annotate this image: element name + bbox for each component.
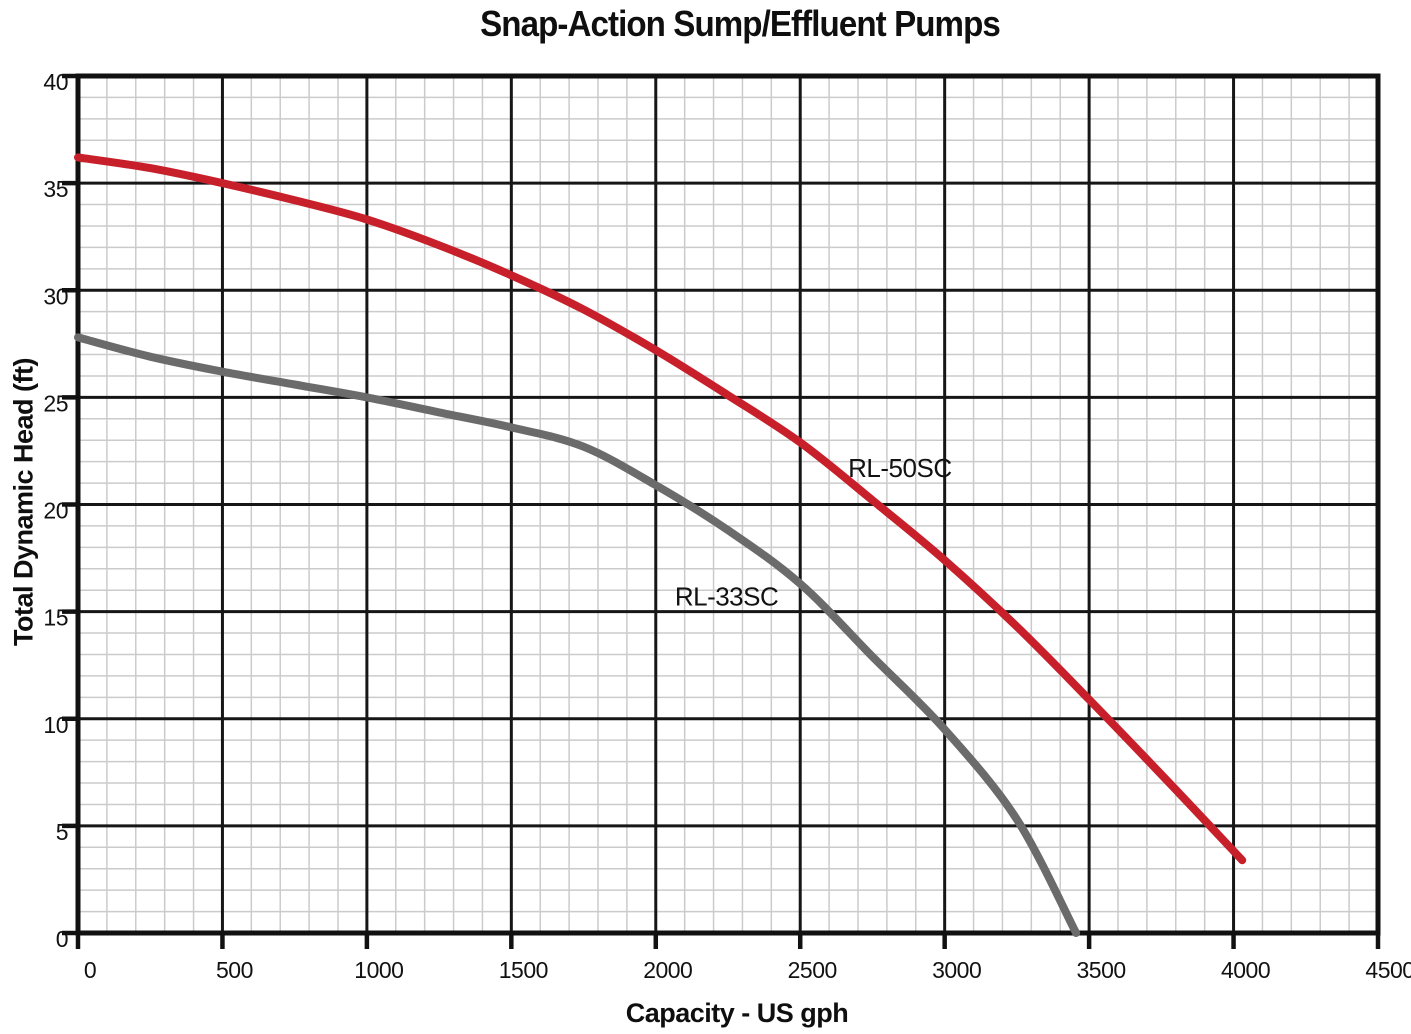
y-tick-label: 10 (43, 712, 68, 738)
series-curve-RL-33SC (74, 333, 1081, 937)
x-tick-label: 4500 (1365, 957, 1411, 983)
series-curve-RL-50SC (74, 153, 1247, 865)
y-tick-label: 0 (56, 926, 68, 952)
x-tick-label: 4000 (1221, 957, 1270, 983)
x-tick-label: 2500 (788, 957, 837, 983)
y-tick-label: 5 (56, 819, 68, 845)
y-tick-label: 30 (43, 283, 68, 309)
x-axis-title: Capacity - US gph (625, 998, 849, 1028)
x-tick-label: 0 (84, 957, 96, 983)
y-tick-label: 40 (43, 69, 68, 95)
series-label-RL-33SC: RL-33SC (675, 582, 778, 612)
series-label-RL-50SC: RL-50SC (848, 453, 951, 483)
x-tick-labels: 0 500 1000 1500 2000 2500 3000 3500 4000 4500 (84, 957, 1411, 983)
grid-major (76, 74, 1380, 935)
x-tick-label: 1500 (499, 957, 548, 983)
axis-ticks (62, 73, 1381, 949)
y-tick-label: 15 (43, 605, 68, 631)
chart-title: Snap-Action Sump/Effluent Pumps (480, 3, 1001, 44)
x-tick-label: 3500 (1077, 957, 1126, 983)
y-tick-label: 35 (43, 176, 68, 202)
x-tick-label: 3000 (932, 957, 981, 983)
y-tick-label: 25 (43, 390, 68, 416)
y-tick-label: 20 (43, 498, 68, 524)
x-tick-label: 2000 (643, 957, 692, 983)
x-tick-label: 1000 (354, 957, 403, 983)
y-tick-labels: 0 5 10 15 20 25 30 35 40 (43, 69, 68, 952)
x-tick-label: 500 (216, 957, 253, 983)
